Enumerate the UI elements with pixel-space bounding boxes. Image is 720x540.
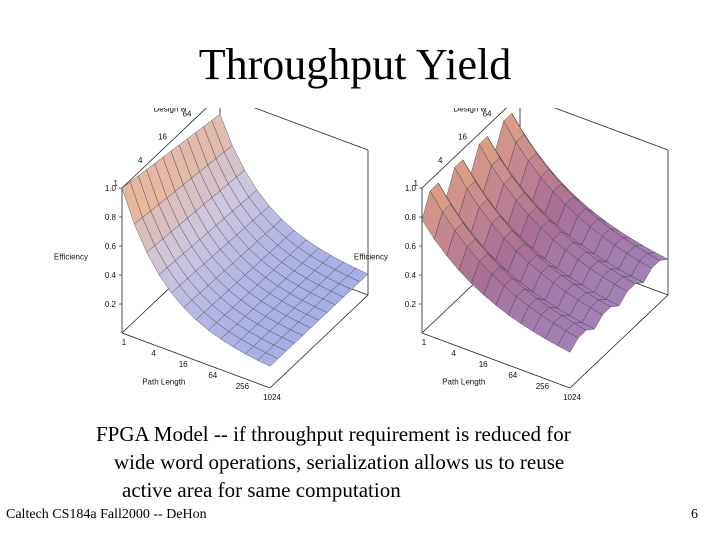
path-tick-label: 1024 bbox=[563, 393, 581, 402]
path-tick-label: 1 bbox=[122, 338, 127, 347]
plot-box-edge bbox=[569, 294, 669, 389]
plot-box-edge bbox=[253, 108, 369, 151]
w-tick-label: 1 bbox=[114, 179, 119, 188]
path-tick-label: 256 bbox=[536, 382, 550, 391]
path-tick-label: 1 bbox=[422, 338, 427, 347]
w-tick-label: 64 bbox=[483, 109, 492, 118]
z-axis-label: Efficiency bbox=[354, 252, 388, 261]
plot-box-edge bbox=[421, 332, 571, 389]
w-tick-label: 64 bbox=[183, 109, 192, 118]
w-tick-label: 4 bbox=[438, 156, 443, 165]
z-tick-label: 0.4 bbox=[405, 271, 417, 280]
path-tick-label: 4 bbox=[451, 349, 456, 358]
plot-box-edge bbox=[553, 108, 669, 151]
path-tick-label: 64 bbox=[208, 371, 217, 380]
path-tick-label: 64 bbox=[508, 371, 517, 380]
z-tick-label: 0.2 bbox=[105, 300, 117, 309]
path-tick-label: 16 bbox=[179, 360, 188, 369]
page-number: 6 bbox=[691, 507, 698, 522]
path-tick-label: 256 bbox=[236, 382, 250, 391]
w-axis-label: Design w bbox=[453, 108, 486, 114]
w-tick-label: 1 bbox=[414, 179, 419, 188]
z-axis-label: Efficiency bbox=[54, 252, 88, 261]
path-tick-label: 1024 bbox=[263, 393, 281, 402]
slide-caption: FPGA Model -- if throughput requirement … bbox=[96, 420, 696, 504]
z-tick-label: 0.6 bbox=[105, 242, 117, 251]
surface-facet bbox=[347, 267, 369, 282]
surface-plot-canvas: 0.2 0.4 0.6 0.8 1.0 Efficiency 1 4 16 64 256 Design… bbox=[354, 108, 669, 402]
w-tick-label: 4 bbox=[138, 156, 143, 165]
path-axis-label: Path Length bbox=[142, 377, 185, 386]
path-axis-label: Path Length bbox=[442, 377, 485, 386]
efficiency-surface-plot-right: 0.2 0.4 0.6 0.8 1.0 Efficiency 1 4 16 64 256 Design… bbox=[350, 108, 690, 408]
w-tick-label: 16 bbox=[158, 133, 167, 142]
w-tick-label: 16 bbox=[458, 133, 467, 142]
z-tick-label: 0.2 bbox=[405, 300, 417, 309]
plot-box-edge bbox=[121, 332, 271, 389]
z-tick-label: 0.6 bbox=[405, 242, 417, 251]
plot-box-edge bbox=[121, 108, 207, 189]
z-tick-label: 0.8 bbox=[105, 213, 117, 222]
path-tick-label: 4 bbox=[151, 349, 156, 358]
caption-line: FPGA Model -- if throughput requirement … bbox=[96, 422, 571, 446]
efficiency-surface-plot-left: 0.2 0.4 0.6 0.8 1.0 Efficiency 1 4 16 64 256 Design… bbox=[50, 108, 390, 408]
z-tick-label: 0.4 bbox=[105, 271, 117, 280]
z-tick-label: 1.0 bbox=[405, 184, 417, 193]
path-tick-label: 16 bbox=[479, 360, 488, 369]
w-axis-label: Design w bbox=[153, 108, 186, 114]
z-tick-label: 0.8 bbox=[405, 213, 417, 222]
plot-box-edge bbox=[269, 294, 369, 389]
slide-footer: Caltech CS184a Fall2000 -- DeHon bbox=[6, 507, 207, 522]
surface-facet bbox=[646, 252, 669, 261]
z-tick-label: 1.0 bbox=[105, 184, 117, 193]
plot-box-edge bbox=[421, 108, 507, 189]
slide-title: Throughput Yield bbox=[198, 40, 512, 89]
surface-plot-canvas: 0.2 0.4 0.6 0.8 1.0 Efficiency 1 4 16 64 256 Design… bbox=[54, 108, 369, 402]
caption-line: wide word operations, serialization allo… bbox=[114, 450, 565, 474]
caption-line: active area for same computation bbox=[122, 478, 401, 502]
